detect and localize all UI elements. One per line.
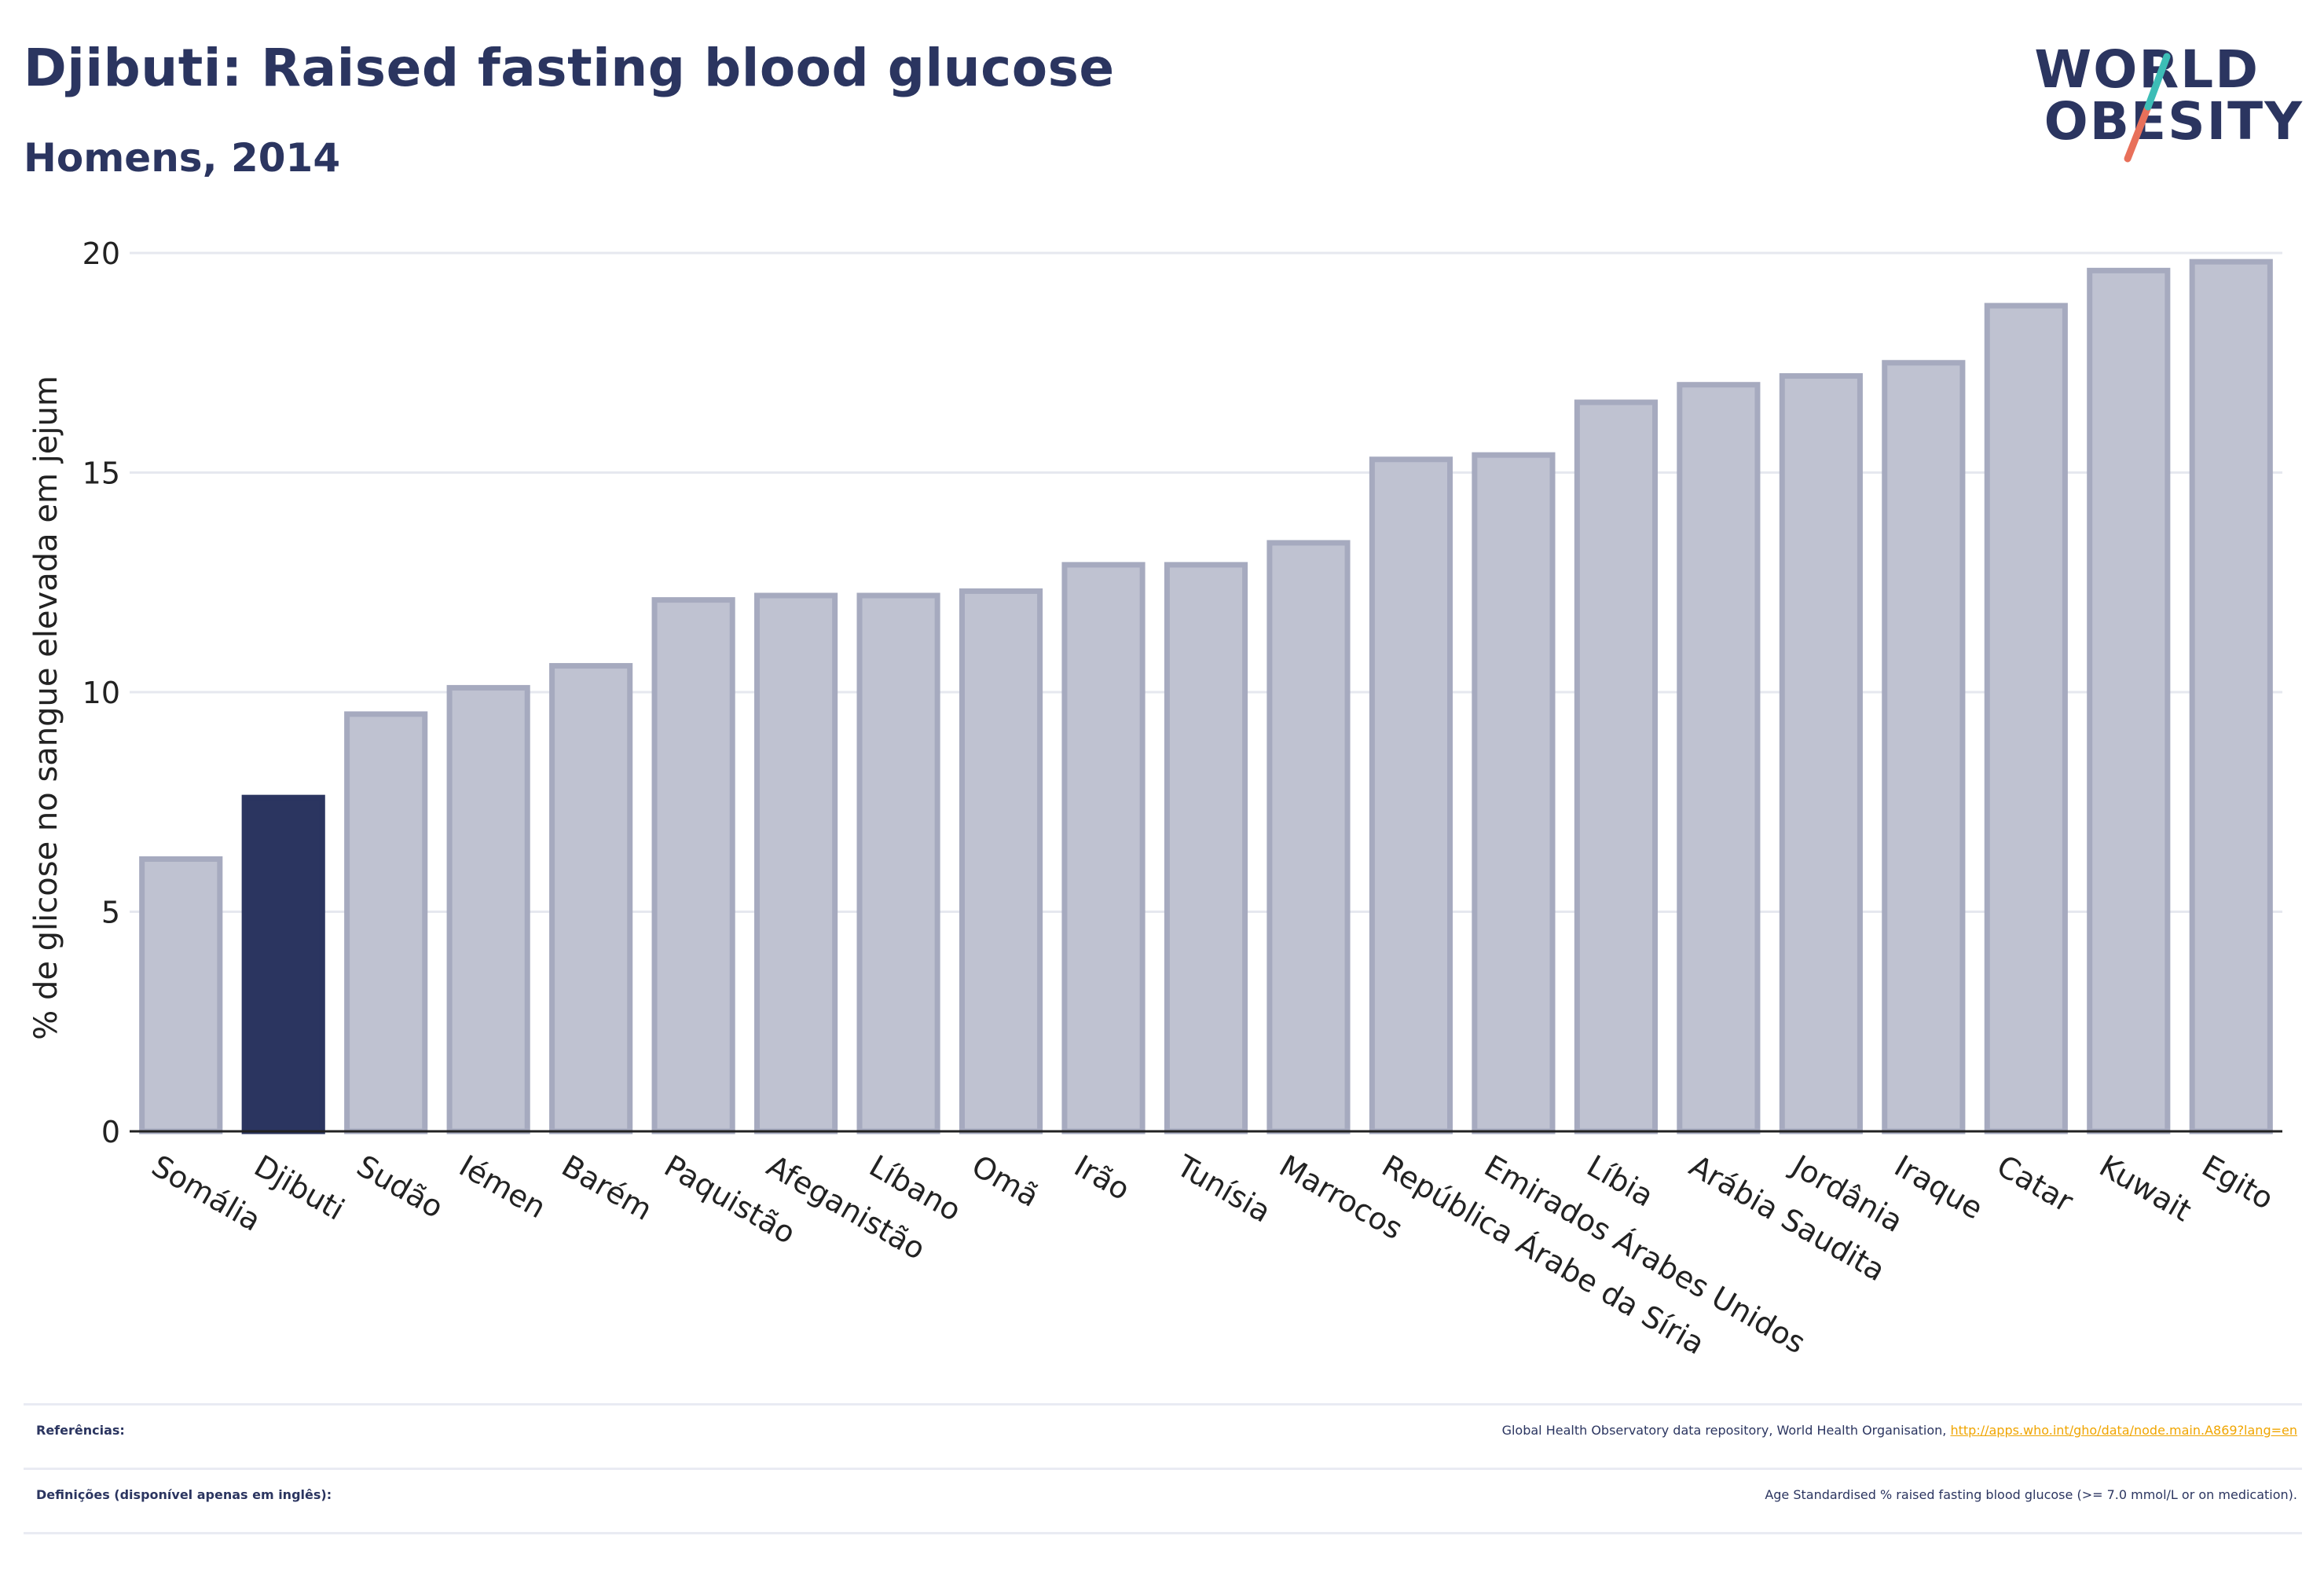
bar-4 (549, 662, 633, 1134)
logo-slash-icon (2124, 53, 2171, 163)
y-axis-ticks: 0 5 10 15 20 (82, 236, 120, 1149)
bar-13 (1472, 452, 1556, 1134)
logo-line-2: OBESITY (2044, 91, 2304, 152)
footer-bottom-divider (24, 1532, 2302, 1534)
x-tick-label: Barém (556, 1149, 658, 1227)
bar-12 (1369, 456, 1453, 1134)
bar-16 (1779, 373, 1863, 1134)
x-tick-label: Iémen (453, 1149, 552, 1226)
y-tick-label: 5 (101, 896, 120, 930)
x-tick-label: Somália (146, 1149, 267, 1238)
world-obesity-logo: WORLD OBESITY (2034, 39, 2304, 165)
bar-14 (1574, 399, 1658, 1134)
bar-5 (651, 597, 735, 1134)
references-text: Global Health Observatory data repositor… (1501, 1423, 1951, 1438)
references-link[interactable]: http://apps.who.int/gho/data/node.main.A… (1950, 1423, 2297, 1438)
x-tick-label: Kuwait (2094, 1149, 2198, 1229)
x-tick-label: Egito (2196, 1149, 2279, 1217)
bar-8 (959, 588, 1043, 1134)
bar-11 (1266, 540, 1351, 1134)
references-value: Global Health Observatory data repositor… (1502, 1423, 2297, 1438)
bar-1 (241, 794, 325, 1134)
references-label: Referências: (36, 1423, 125, 1438)
definitions-value: Age Standardised % raised fasting blood … (1765, 1487, 2297, 1502)
y-axis-label: % de glicose no sangue elevada em jejum (28, 376, 64, 1040)
y-tick-label: 10 (82, 676, 120, 710)
bar-3 (446, 684, 530, 1134)
bar-6 (754, 592, 838, 1134)
bar-19 (2087, 267, 2171, 1134)
logo-line-1: WORLD (2034, 39, 2260, 100)
chart-subtitle: Homens, 2014 (24, 135, 341, 181)
bar-9 (1061, 562, 1146, 1134)
x-tick-label: Tunísia (1171, 1148, 1277, 1230)
bars (139, 258, 2273, 1134)
x-tick-label: Irão (1069, 1149, 1136, 1208)
bar-15 (1677, 382, 1761, 1134)
y-tick-label: 0 (101, 1115, 120, 1149)
y-tick-label: 20 (82, 236, 120, 271)
bar-17 (1882, 360, 1966, 1134)
bar-10 (1164, 562, 1248, 1134)
x-tick-label: Omã (966, 1149, 1045, 1214)
bar-2 (344, 711, 428, 1134)
definitions-label: Definições (disponível apenas em inglês)… (36, 1487, 332, 1502)
bar-0 (139, 856, 223, 1134)
y-tick-label: 15 (82, 456, 120, 491)
bar-7 (856, 592, 940, 1134)
x-tick-label: Sudão (351, 1149, 449, 1226)
chart-title: Djibuti: Raised fasting blood glucose (24, 38, 1115, 98)
footer-definitions-row: Definições (disponível apenas em inglês)… (24, 1468, 2302, 1534)
bar-20 (2189, 258, 2273, 1134)
x-tick-label: Catar (1991, 1149, 2079, 1219)
footer-references-row: Referências: Global Health Observatory d… (24, 1403, 2302, 1470)
bar-18 (1984, 302, 2068, 1134)
x-tick-label: Djibuti (248, 1149, 350, 1227)
